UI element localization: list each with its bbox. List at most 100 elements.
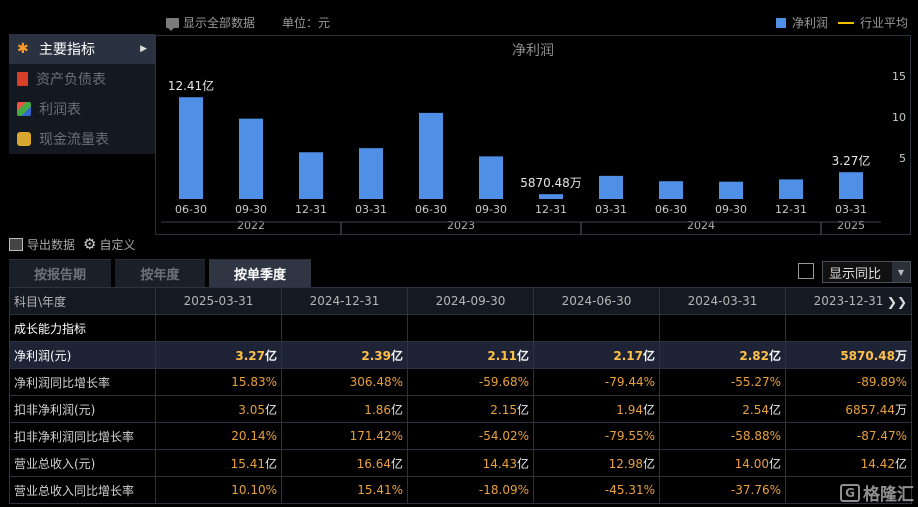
y-tick-label: 5 (899, 152, 906, 165)
nav-item-label: 现金流量表 (39, 132, 109, 148)
cell-unit: 亿 (768, 456, 781, 471)
cell-value: -89.89% (856, 375, 907, 389)
table-row[interactable]: 净利润(元) 3.27亿 2.39亿 2.11亿 2.17亿 2.82亿 5870.48万 (9, 341, 912, 369)
table-cell: 10.10% (155, 476, 282, 504)
indicator-table: 科目\年度 2025-03-31 2024-12-31 2024-09-30 2… (9, 287, 912, 504)
chart-legend: 净利润 行业平均 (775, 14, 908, 31)
cell-value: -55.27% (730, 375, 781, 389)
nav-item-main-indicators[interactable]: ✱ 主要指标 ▶ (9, 34, 155, 64)
yoy-checkbox[interactable] (798, 263, 814, 279)
cell-value: 3.05 (238, 402, 265, 417)
cell-value: 2.11 (487, 348, 517, 363)
bar (719, 181, 743, 199)
table-row[interactable]: 营业总收入(元) 15.41亿 16.64亿 14.43亿 12.98亿 14.00亿 14… (9, 449, 912, 477)
column-header[interactable]: 2025-03-31 (155, 287, 282, 315)
bar (179, 97, 203, 199)
bar (419, 112, 443, 199)
x-tick-label: 12-31 (775, 203, 807, 216)
cell-value: 15.41 (230, 456, 265, 471)
nav-item-label: 利润表 (39, 102, 81, 118)
cell-value: 14.43 (482, 456, 517, 471)
tab-by-report-period[interactable]: 按报告期 (9, 259, 111, 287)
table-cell: 14.42亿 (785, 449, 912, 477)
cell-value: 20.14% (231, 429, 277, 443)
cell-value: -54.02% (478, 429, 529, 443)
column-header-label: 2023-12-31 (813, 294, 884, 308)
legend-industry-avg: 行业平均 (859, 16, 908, 30)
cell-value: 3.27 (235, 348, 265, 363)
table-cell: 14.43亿 (407, 449, 534, 477)
cell-value: 1.86 (364, 402, 391, 417)
data-label: 3.27亿 (832, 153, 871, 168)
table-row[interactable]: 净利润同比增长率 15.83% 306.48% -59.68% -79.44% -55.2… (9, 368, 912, 396)
watermark-logo: G 格隆汇 (840, 480, 914, 505)
table-cell: 20.14% (155, 422, 282, 450)
cell-value: -59.68% (478, 375, 529, 389)
period-tabs: 按报告期 按年度 按单季度 (9, 259, 315, 287)
toolbar: 导出数据 ⚙ 自定义 (9, 235, 143, 253)
year-label: 2023 (447, 219, 475, 232)
top-bar: 显示全部数据 单位：元 净利润 行业平均 (0, 0, 918, 36)
show-all-data-toggle[interactable]: 显示全部数据 (166, 14, 255, 31)
double-chevron-right-icon[interactable]: ❯❯ (886, 295, 907, 309)
column-header[interactable]: 2024-12-31 (281, 287, 408, 315)
legend-line-swatch (837, 21, 854, 24)
bar (239, 118, 263, 199)
export-data-button[interactable]: 导出数据 (27, 237, 76, 252)
table-cell: 2.39亿 (281, 341, 408, 369)
row-label: 营业总收入同比增长率 (9, 476, 156, 504)
y-tick-label: 10 (892, 111, 906, 124)
nav-item-income-statement[interactable]: 利润表 (9, 94, 155, 124)
table-cell: 12.98亿 (533, 449, 660, 477)
row-label: 扣非净利润同比增长率 (9, 422, 156, 450)
table-cell: -37.76% (659, 476, 786, 504)
column-header[interactable]: 2023-12-31 ❯❯ (785, 287, 912, 315)
column-header[interactable]: 2024-03-31 (659, 287, 786, 315)
cell-value: 171.42% (349, 429, 403, 443)
bar (779, 179, 803, 199)
table-cell: 15.41% (281, 476, 408, 504)
tab-by-quarter[interactable]: 按单季度 (209, 259, 311, 287)
x-tick-label: 06-30 (655, 203, 687, 216)
cell-value: 15.83% (231, 375, 277, 389)
chevron-down-icon[interactable]: ▼ (892, 262, 910, 282)
cell-value: 10.10% (231, 483, 277, 497)
cell-unit: 亿 (642, 348, 655, 363)
table-cell: 1.94亿 (533, 395, 660, 423)
table-cell: 1.86亿 (281, 395, 408, 423)
column-header[interactable]: 2024-09-30 (407, 287, 534, 315)
bar (839, 172, 863, 199)
cell-value: 12.98 (608, 456, 643, 471)
row-label: 扣非净利润(元) (9, 395, 156, 423)
show-all-label: 显示全部数据 (183, 16, 256, 30)
bar (659, 181, 683, 199)
table-cell: -79.44% (533, 368, 660, 396)
cube-icon (17, 102, 31, 116)
table-row[interactable]: 扣非净利润(元) 3.05亿 1.86亿 2.15亿 1.94亿 2.54亿 6857.44… (9, 395, 912, 423)
column-header[interactable]: 2024-06-30 (533, 287, 660, 315)
tab-by-year[interactable]: 按年度 (115, 259, 205, 287)
table-row[interactable]: 营业总收入同比增长率 10.10% 15.41% -18.09% -45.31% -37.… (9, 476, 912, 504)
table-cell: 2.15亿 (407, 395, 534, 423)
table-row[interactable]: 扣非净利润同比增长率 20.14% 171.42% -54.02% -79.55% -58… (9, 422, 912, 450)
table-cell: 3.05亿 (155, 395, 282, 423)
yoy-dropdown[interactable]: 显示同比 ▼ (822, 261, 911, 283)
table-cell: 2.17亿 (533, 341, 660, 369)
cell-value: 2.15 (490, 402, 517, 417)
customize-button[interactable]: 自定义 (99, 237, 136, 252)
nav-item-balance-sheet[interactable]: 资产负债表 (9, 64, 155, 94)
export-icon[interactable] (9, 237, 23, 251)
message-icon (166, 17, 179, 31)
cell-unit: 亿 (264, 402, 277, 417)
cell-unit: 亿 (768, 402, 781, 417)
statement-nav: ✱ 主要指标 ▶ 资产负债表 利润表 现金流量表 (9, 34, 155, 154)
cell-unit: 亿 (390, 456, 403, 471)
x-tick-label: 06-30 (175, 203, 207, 216)
chart-title: 净利润 (512, 43, 554, 59)
cell-value: -37.76% (730, 483, 781, 497)
cell-unit: 亿 (516, 456, 529, 471)
legend-bar-swatch (775, 17, 786, 28)
gear-icon[interactable]: ⚙ (83, 235, 97, 253)
nav-item-cash-flow[interactable]: 现金流量表 (9, 124, 155, 154)
chart-svg: 06-30 09-30 12-31 03-31 06-30 09-30 12-31 03-31… (161, 70, 906, 234)
